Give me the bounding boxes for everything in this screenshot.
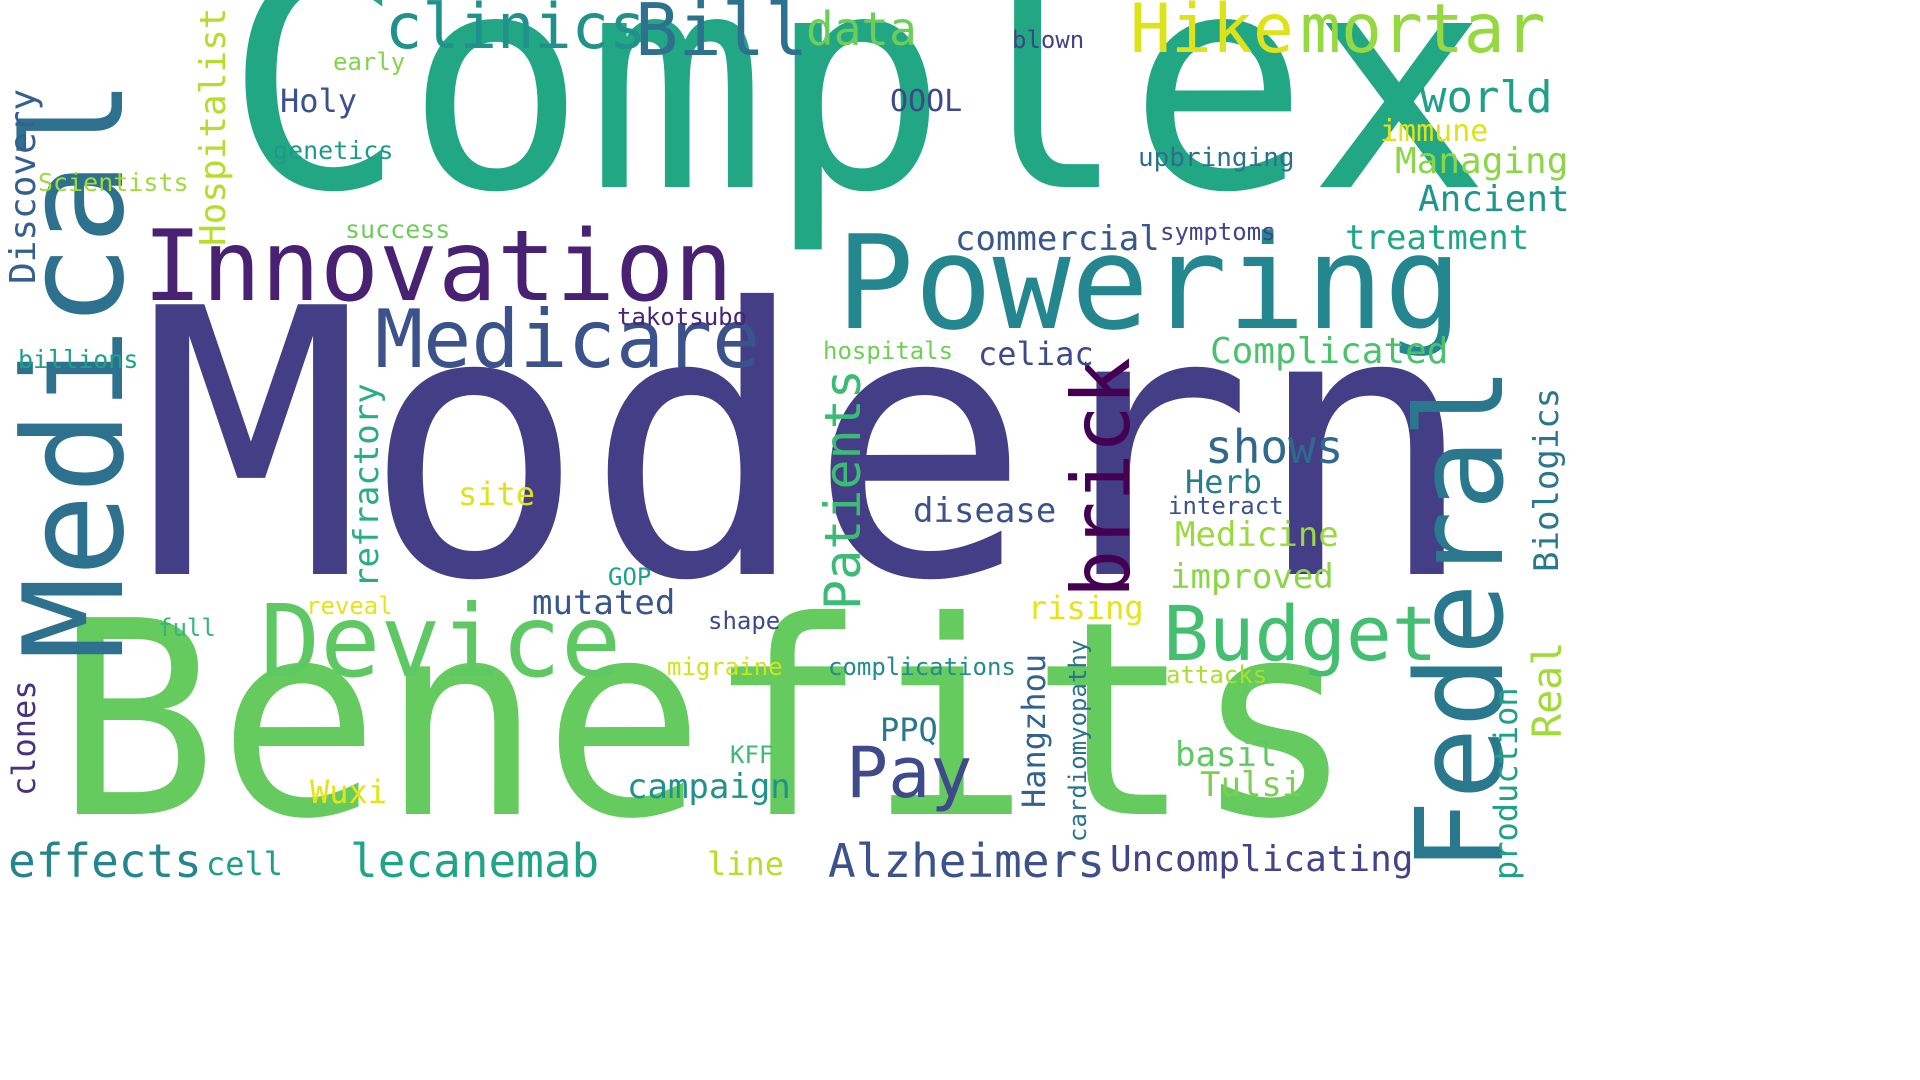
- word-symptoms: symptoms: [1160, 218, 1276, 246]
- word-complex: Complex: [225, 0, 1490, 258]
- word-gop: GOP: [608, 563, 652, 591]
- word-campaign: campaign: [627, 767, 791, 807]
- word-hike: Hike: [1130, 0, 1294, 69]
- word-blown: blown: [1012, 26, 1085, 54]
- word-treatment: treatment: [1345, 218, 1530, 258]
- word-basil: basil: [1175, 735, 1278, 775]
- word-bill: Bill: [635, 0, 809, 72]
- word-hospitalist: Hospitalist: [193, 7, 234, 246]
- word-medicine: Medicine: [1175, 515, 1339, 555]
- word-complicated: Complicated: [1210, 331, 1449, 372]
- word-genetics: genetics: [273, 136, 394, 165]
- word-refractory: refractory: [347, 383, 387, 588]
- word-world: world: [1420, 72, 1553, 123]
- word-mortar: mortar: [1300, 0, 1546, 69]
- word-modern: Modern: [140, 232, 1477, 662]
- word-benefits: Benefits: [55, 563, 1356, 878]
- word-production: production: [1487, 687, 1525, 880]
- word-ancient: Ancient: [1418, 179, 1568, 220]
- word-rising: rising: [1028, 589, 1144, 627]
- word-kff: KFF: [730, 741, 774, 769]
- word-scientists: Scientists: [38, 168, 189, 197]
- word-commercial: commercial: [955, 219, 1160, 259]
- word-wuxi: Wuxi: [310, 773, 388, 811]
- word-data: data: [806, 2, 917, 56]
- word-innovation: Innovation: [143, 210, 734, 324]
- word-holy: Holy: [280, 82, 358, 120]
- word-hangzhou: Hangzhou: [1015, 653, 1053, 808]
- word-mutated: mutated: [532, 583, 676, 623]
- word-takotsubo: takotsubo: [617, 303, 748, 331]
- word-device: Device: [260, 583, 622, 700]
- word-line: line: [707, 845, 785, 882]
- word-shows: shows: [1205, 420, 1344, 474]
- word-interact: interact: [1168, 492, 1284, 520]
- word-full: full: [158, 614, 216, 642]
- word-discovery: Discovery: [3, 88, 44, 284]
- word-pay: Pay: [846, 732, 973, 814]
- word-migraine: migraine: [667, 653, 783, 681]
- word-success: success: [345, 215, 451, 244]
- word-managing: Managing: [1395, 141, 1568, 182]
- word-attacks: attacks: [1166, 661, 1268, 689]
- word-upbringing: upbringing: [1138, 143, 1295, 173]
- word-celiac: celiac: [978, 335, 1094, 373]
- word-immune: immune: [1380, 114, 1489, 149]
- word-alzheimers: Alzheimers: [828, 834, 1105, 882]
- word-patients: Patients: [814, 369, 872, 610]
- word-uncomplicating: Uncomplicating: [1110, 839, 1414, 880]
- word-complications: complications: [828, 653, 1016, 681]
- word-clinics: clinics: [385, 0, 647, 63]
- word-herb: Herb: [1185, 463, 1263, 501]
- word-cardiomyopathy: cardiomyopathy: [1064, 639, 1092, 842]
- word-lecanemab: lecanemab: [350, 834, 600, 882]
- word-shape: shape: [708, 607, 781, 635]
- word-cloud: Modern Complex Benefits Medical Powering…: [0, 0, 1568, 882]
- word-disease: disease: [913, 491, 1057, 531]
- word-real: Real: [1525, 641, 1568, 738]
- word-oool: OOOL: [890, 84, 963, 119]
- word-cell: cell: [206, 845, 284, 882]
- word-powering: Powering: [836, 207, 1463, 359]
- word-brick: brick: [1055, 357, 1148, 598]
- word-early: early: [333, 48, 406, 76]
- word-hospitals: hospitals: [823, 337, 954, 365]
- word-improved: improved: [1170, 557, 1334, 597]
- word-billions: billions: [18, 345, 139, 374]
- word-site: site: [458, 475, 536, 513]
- word-budget: Budget: [1163, 589, 1438, 678]
- word-biologics: Biologics: [1527, 387, 1567, 572]
- word-medicare: Medicare: [375, 293, 761, 386]
- word-effects: effects: [8, 834, 202, 882]
- word-clones: clones: [5, 680, 43, 796]
- word-reveal: reveal: [306, 592, 393, 620]
- word-tulsi: Tulsi: [1200, 765, 1303, 805]
- word-ppq: PPQ: [880, 711, 938, 749]
